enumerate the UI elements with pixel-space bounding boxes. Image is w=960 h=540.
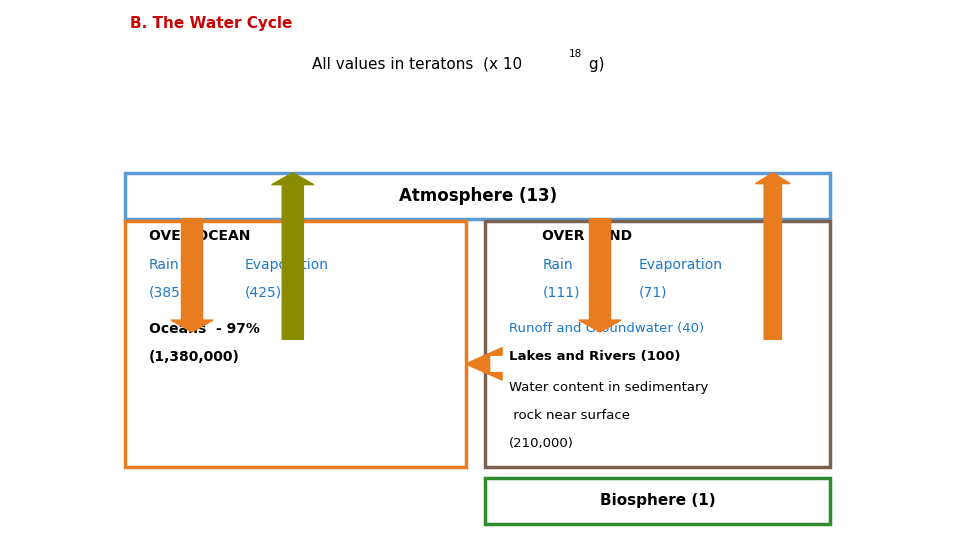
FancyBboxPatch shape bbox=[125, 221, 466, 467]
Text: Oceans  - 97%: Oceans - 97% bbox=[149, 322, 259, 336]
Text: All values in teratons  (x 10: All values in teratons (x 10 bbox=[312, 57, 522, 72]
FancyArrow shape bbox=[171, 219, 213, 332]
Text: (385): (385) bbox=[149, 286, 186, 300]
Text: Atmosphere (13): Atmosphere (13) bbox=[398, 187, 557, 205]
Text: Rain: Rain bbox=[542, 258, 573, 272]
FancyBboxPatch shape bbox=[485, 478, 830, 524]
FancyArrow shape bbox=[272, 173, 314, 339]
Text: (425): (425) bbox=[245, 286, 282, 300]
Text: Lakes and Rivers (100): Lakes and Rivers (100) bbox=[509, 350, 681, 363]
FancyBboxPatch shape bbox=[485, 221, 830, 467]
Text: (71): (71) bbox=[638, 286, 667, 300]
Text: Runoff and Groundwater (40): Runoff and Groundwater (40) bbox=[509, 322, 704, 335]
Text: g): g) bbox=[584, 57, 604, 72]
Text: (111): (111) bbox=[542, 286, 580, 300]
Text: Evaporation: Evaporation bbox=[245, 258, 328, 272]
Text: (1,380,000): (1,380,000) bbox=[149, 350, 240, 365]
FancyArrow shape bbox=[756, 173, 790, 339]
Text: Water content in sedimentary: Water content in sedimentary bbox=[509, 381, 708, 394]
Text: Biosphere (1): Biosphere (1) bbox=[600, 494, 715, 508]
Text: rock near surface: rock near surface bbox=[509, 409, 630, 422]
Text: Evaporation: Evaporation bbox=[638, 258, 723, 272]
Text: 18: 18 bbox=[569, 49, 583, 59]
Text: B. The Water Cycle: B. The Water Cycle bbox=[130, 16, 292, 31]
FancyBboxPatch shape bbox=[125, 173, 830, 219]
Text: OVER LAND: OVER LAND bbox=[542, 230, 633, 244]
Text: OVER OCEAN: OVER OCEAN bbox=[149, 230, 251, 244]
Text: Rain: Rain bbox=[149, 258, 180, 272]
Text: (210,000): (210,000) bbox=[509, 437, 574, 450]
FancyArrow shape bbox=[579, 219, 621, 332]
FancyArrow shape bbox=[466, 348, 502, 380]
